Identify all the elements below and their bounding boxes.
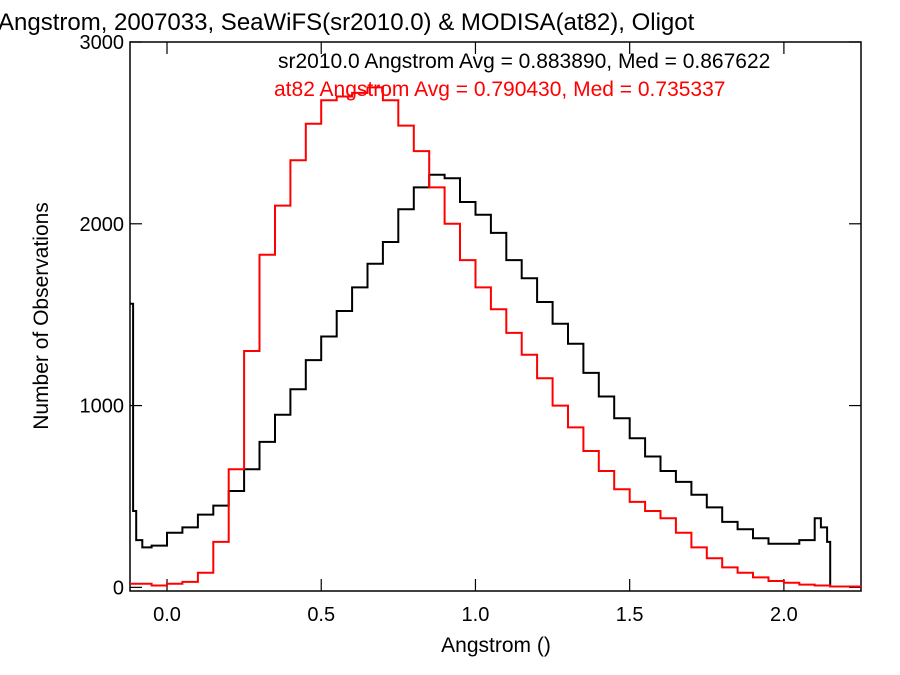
x-tick-label: 0.5 bbox=[307, 604, 335, 626]
y-axis-label: Number of Observations bbox=[30, 202, 53, 430]
x-tick-label: 1.0 bbox=[462, 604, 490, 626]
plot-frame bbox=[129, 41, 862, 592]
y-tick-label: 3000 bbox=[80, 32, 125, 54]
y-tick-label: 1000 bbox=[80, 396, 125, 418]
x-tick-label: 2.0 bbox=[770, 604, 798, 626]
series-line-sr2010-0 bbox=[130, 173, 832, 588]
y-axis-ticks: 0 1000 2000 3000 bbox=[80, 32, 861, 599]
y-tick-label: 0 bbox=[113, 577, 124, 599]
y-tick-label: 2000 bbox=[80, 214, 125, 236]
x-axis-ticks: 0.0 0.5 1.0 1.5 2.0 bbox=[153, 42, 798, 626]
series-group bbox=[130, 86, 862, 588]
x-tick-label: 0.0 bbox=[153, 604, 181, 626]
chart-title: Angstrom, 2007033, SeaWiFS(sr2010.0) & M… bbox=[0, 9, 695, 36]
series-line-at82 bbox=[130, 86, 862, 588]
x-axis-label: Angstrom () bbox=[441, 634, 551, 657]
legend-entry-at82: at82 Angstrom Avg = 0.790430, Med = 0.73… bbox=[274, 78, 725, 101]
x-tick-label: 1.5 bbox=[616, 604, 644, 626]
legend-entry-sr2010: sr2010.0 Angstrom Avg = 0.883890, Med = … bbox=[278, 50, 770, 73]
